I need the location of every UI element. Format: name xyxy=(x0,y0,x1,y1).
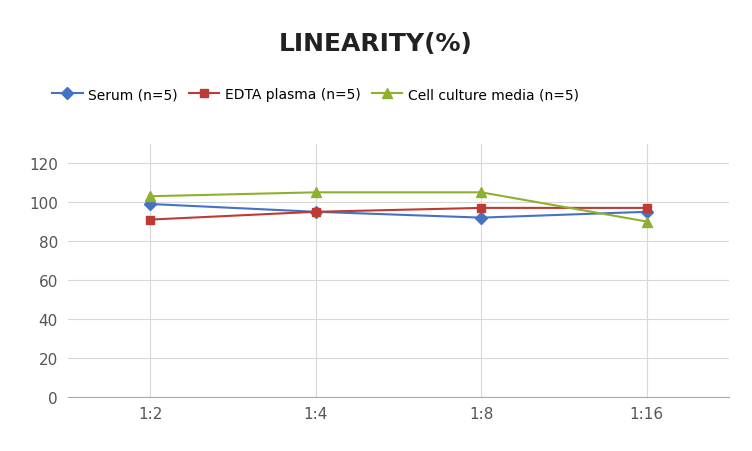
Serum (n=5) xyxy=(642,210,651,215)
EDTA plasma (n=5) xyxy=(642,206,651,211)
Legend: Serum (n=5), EDTA plasma (n=5), Cell culture media (n=5): Serum (n=5), EDTA plasma (n=5), Cell cul… xyxy=(52,88,579,102)
Line: Cell culture media (n=5): Cell culture media (n=5) xyxy=(146,188,651,227)
EDTA plasma (n=5) xyxy=(477,206,486,211)
Cell culture media (n=5) xyxy=(146,194,155,199)
Line: Serum (n=5): Serum (n=5) xyxy=(146,200,651,222)
Line: EDTA plasma (n=5): EDTA plasma (n=5) xyxy=(146,204,651,224)
Serum (n=5) xyxy=(311,210,320,215)
Serum (n=5) xyxy=(477,216,486,221)
Cell culture media (n=5) xyxy=(477,190,486,196)
Text: LINEARITY(%): LINEARITY(%) xyxy=(279,32,473,55)
EDTA plasma (n=5) xyxy=(146,217,155,223)
Cell culture media (n=5) xyxy=(642,219,651,225)
Cell culture media (n=5) xyxy=(311,190,320,196)
Serum (n=5) xyxy=(146,202,155,207)
EDTA plasma (n=5) xyxy=(311,210,320,215)
